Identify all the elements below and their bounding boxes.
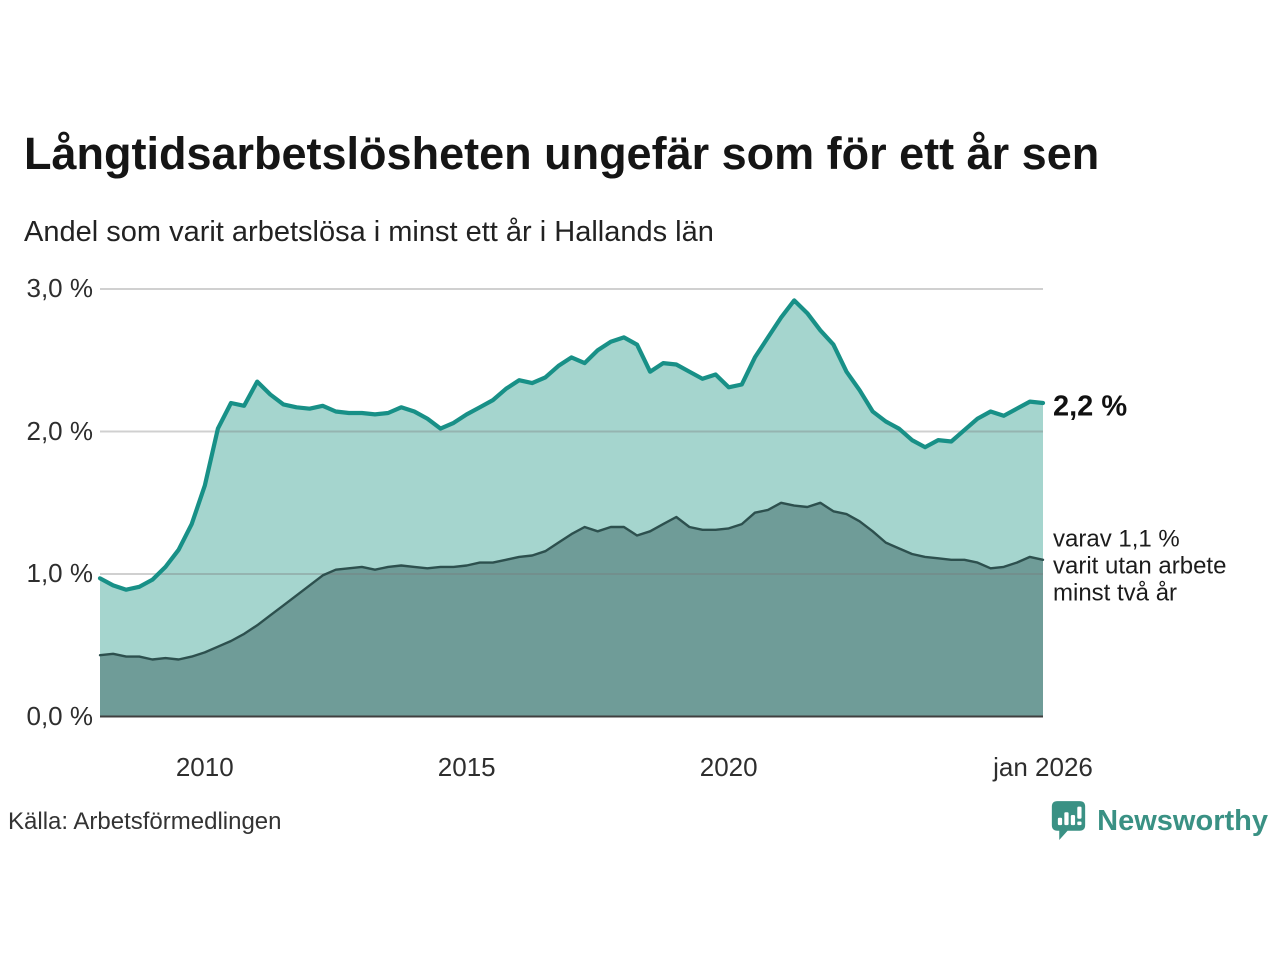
brand-name: Newsworthy [1097, 804, 1268, 837]
x-tick-label: 2010 [175, 752, 234, 782]
brand-lockup: Newsworthy [1050, 799, 1268, 843]
newsworthy-logo-icon [1052, 801, 1086, 840]
y-tick-label: 1,0 % [26, 557, 94, 588]
y-tick-label: 0,0 % [26, 700, 94, 731]
source-note: Källa: Arbetsförmedlingen [8, 808, 282, 835]
total-line [97, 298, 1046, 592]
y-tick-label: 2,0 % [26, 415, 94, 446]
x-tick-label: 2015 [437, 752, 496, 782]
x-tick-label: 2020 [699, 752, 758, 782]
x-tick-label: jan 2026 [993, 752, 1093, 782]
chart-title: Långtidsarbetslösheten ungefär som för e… [24, 128, 1100, 179]
latest-value-annotation: 2,2 % [1053, 390, 1128, 423]
two-year-annotation: varav 1,1 % varit utan arbete minst två … [1053, 525, 1227, 607]
chart-subtitle: Andel som varit arbetslösa i minst ett å… [24, 216, 714, 248]
two-year-line [98, 501, 1045, 661]
two-year-area-fill [100, 502, 1043, 717]
y-tick-label: 3,0 % [26, 272, 94, 303]
